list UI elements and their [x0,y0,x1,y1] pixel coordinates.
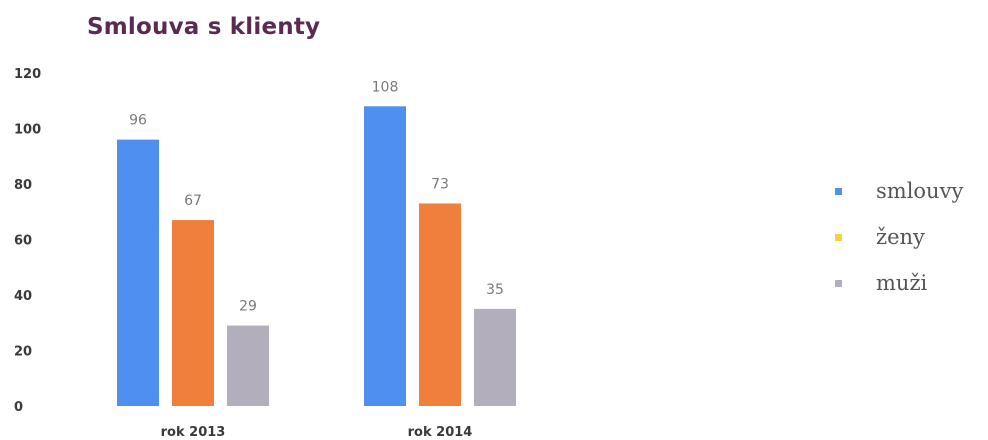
y-tick-label: 60 [14,234,32,249]
legend-label-zeny: ženy [876,225,925,249]
legend-swatch-smlouvy [835,187,842,195]
y-tick-label: 100 [14,123,41,138]
x-tick-label: rok 2014 [408,425,473,440]
data-label: 35 [486,282,504,298]
data-label: 96 [129,113,147,129]
bar-muži-rok-2013 [227,325,269,406]
data-label: 73 [431,176,449,192]
data-label: 108 [372,79,399,95]
legend: smlouvy ženy muži [835,168,963,306]
legend-swatch-muzi [835,279,842,287]
chart-title: Smlouva s klienty [87,14,321,40]
data-label: 29 [239,299,257,315]
bar-ženy-rok-2014 [419,203,461,406]
bar-smlouvy-rok-2014 [364,106,406,407]
legend-label-smlouvy: smlouvy [876,179,964,203]
legend-item-muzi: muži [835,260,963,306]
y-tick-label: 120 [14,67,41,82]
y-tick-label: 20 [14,345,32,360]
legend-swatch-zeny [835,233,842,241]
x-tick-label: rok 2013 [161,425,226,440]
legend-item-smlouvy: smlouvy [835,168,963,214]
data-label: 67 [184,193,202,209]
legend-item-zeny: ženy [835,214,963,260]
bar-smlouvy-rok-2013 [117,139,159,406]
legend-label-muzi: muži [876,271,928,295]
y-tick-label: 80 [14,178,32,193]
bar-ženy-rok-2013 [172,220,214,406]
y-tick-label: 0 [14,400,23,415]
bar-muži-rok-2014 [474,308,516,406]
y-tick-label: 40 [14,289,32,304]
